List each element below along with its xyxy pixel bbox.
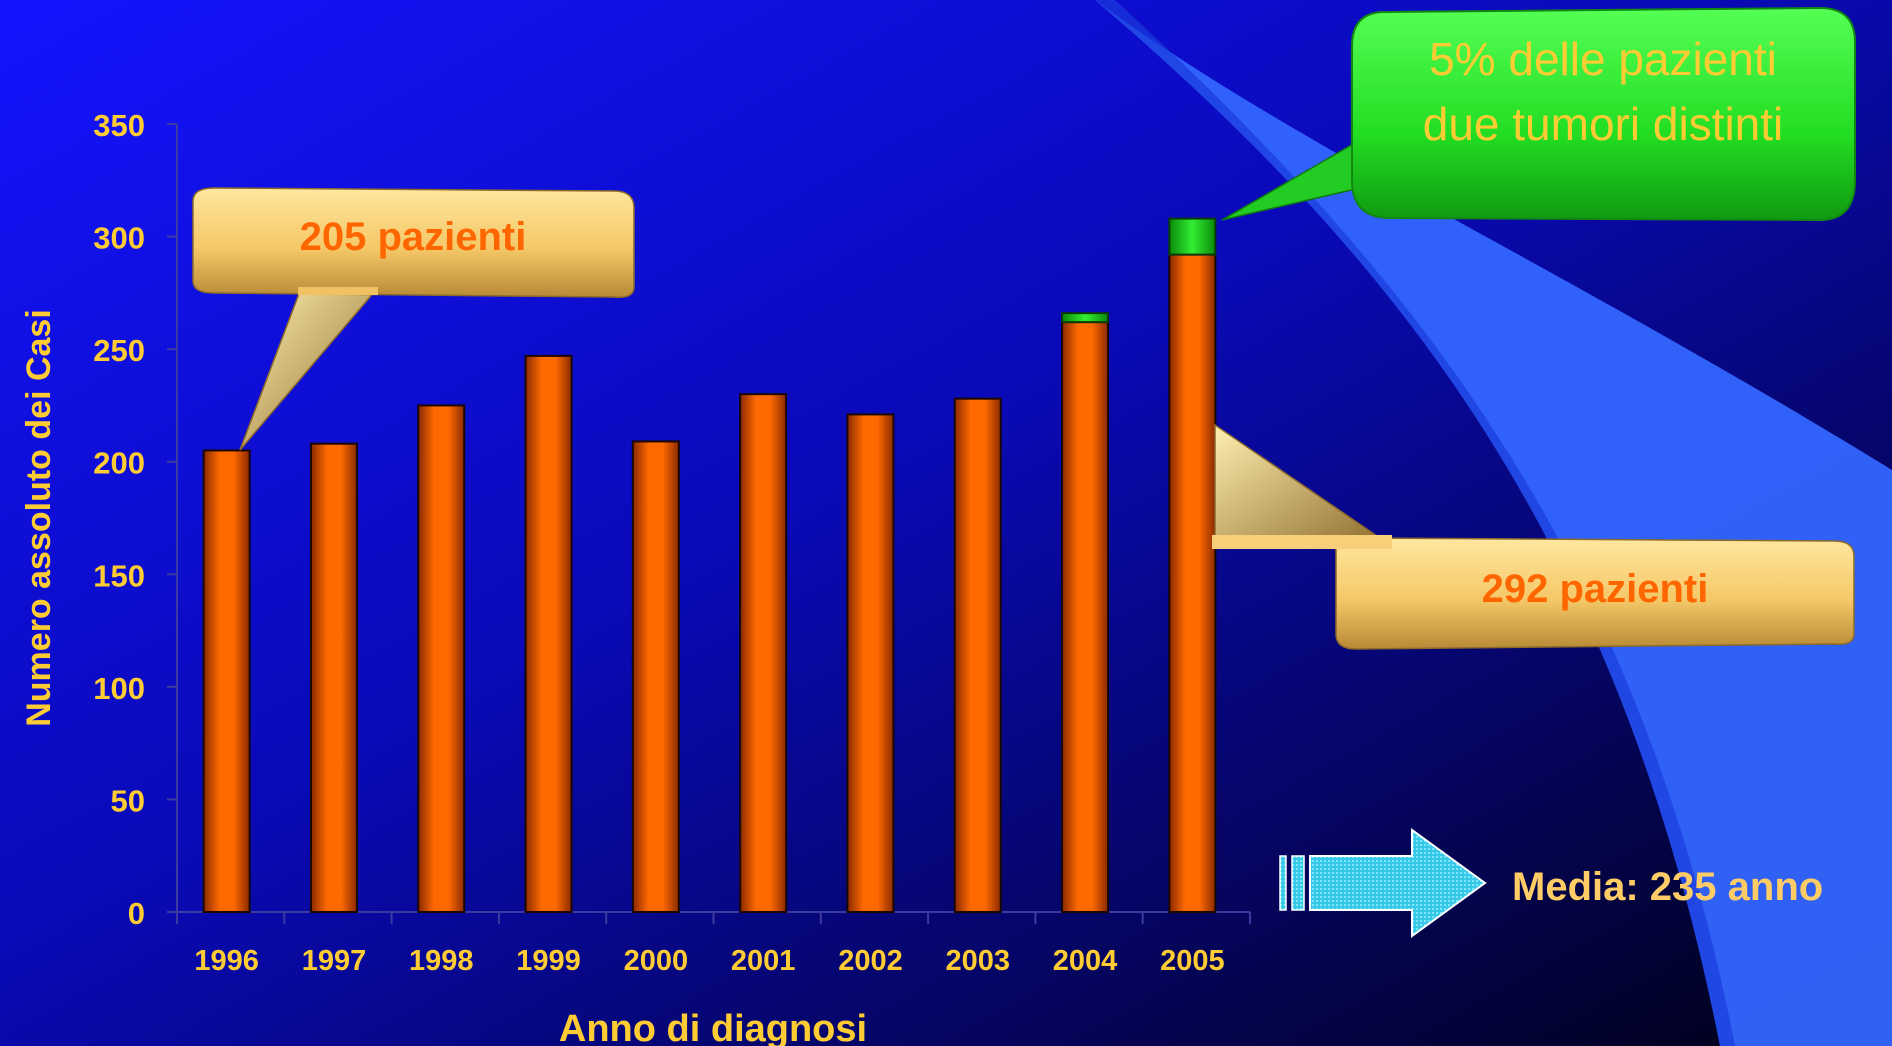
y-tick-label: 200	[93, 446, 145, 481]
bar-1997	[309, 442, 358, 913]
callout-box	[192, 187, 635, 299]
bar-2002	[846, 413, 895, 913]
bar-1999	[524, 354, 573, 913]
bar-two-tumors-2004	[1061, 312, 1110, 324]
x-ticks: 1996 1997 1998 1999 2000 2001 2002 2003 2004 2005	[176, 912, 1251, 977]
bar-1998	[417, 404, 466, 913]
y-tick-label: 250	[93, 333, 145, 368]
x-tick-label: 1998	[409, 945, 474, 977]
x-tick-label: 2005	[1160, 945, 1225, 977]
callout-box	[1351, 6, 1856, 222]
x-tick-label: 2002	[838, 945, 903, 977]
right-arrow-icon	[1279, 828, 1487, 938]
x-tick-label: 1997	[302, 945, 367, 977]
bar-2004	[1061, 321, 1110, 913]
average-note: Media: 235 anno	[1512, 865, 1823, 909]
bar-2001	[739, 393, 788, 913]
bar-2003	[953, 397, 1002, 914]
y-tick-label: 100	[93, 671, 145, 706]
x-tick-label: 1999	[516, 945, 581, 977]
bar-2000	[631, 440, 680, 913]
y-tick-label: 0	[128, 896, 145, 931]
x-tick-label: 2004	[1053, 945, 1118, 977]
callout-text: 292 pazienti	[1482, 567, 1709, 611]
callout-two-tumors: 5% delle pazienti due tumori distinti	[1221, 6, 1856, 222]
x-tick-label: 2000	[624, 945, 689, 977]
callout-text-line1: 5% delle pazienti	[1429, 33, 1777, 85]
decor-swoosh	[1095, 0, 1892, 1046]
y-axis-title: Numero assoluto dei Casi	[20, 309, 58, 727]
bar-two-tumors-2005	[1168, 217, 1217, 256]
x-tick-label: 2001	[731, 945, 796, 977]
y-ticks: 0 50 100 150 200 250 300 350	[93, 108, 177, 931]
y-tick-label: 150	[93, 558, 145, 593]
callout-text: 205 pazienti	[300, 215, 527, 259]
y-tick-label: 50	[111, 783, 145, 818]
y-tick-label: 350	[93, 108, 145, 143]
x-tick-label: 1996	[194, 945, 259, 977]
callout-first-year: 205 pazienti	[192, 187, 635, 451]
bar-2005	[1168, 253, 1217, 913]
x-axis-title: Anno di diagnosi	[559, 1008, 867, 1046]
bar-1996	[202, 449, 251, 913]
callout-last-year: 292 pazienti	[1212, 423, 1855, 650]
x-tick-label: 2003	[945, 945, 1010, 977]
callout-text-line2: due tumori distinti	[1423, 98, 1784, 150]
y-tick-label: 300	[93, 221, 145, 256]
bars	[202, 217, 1217, 914]
